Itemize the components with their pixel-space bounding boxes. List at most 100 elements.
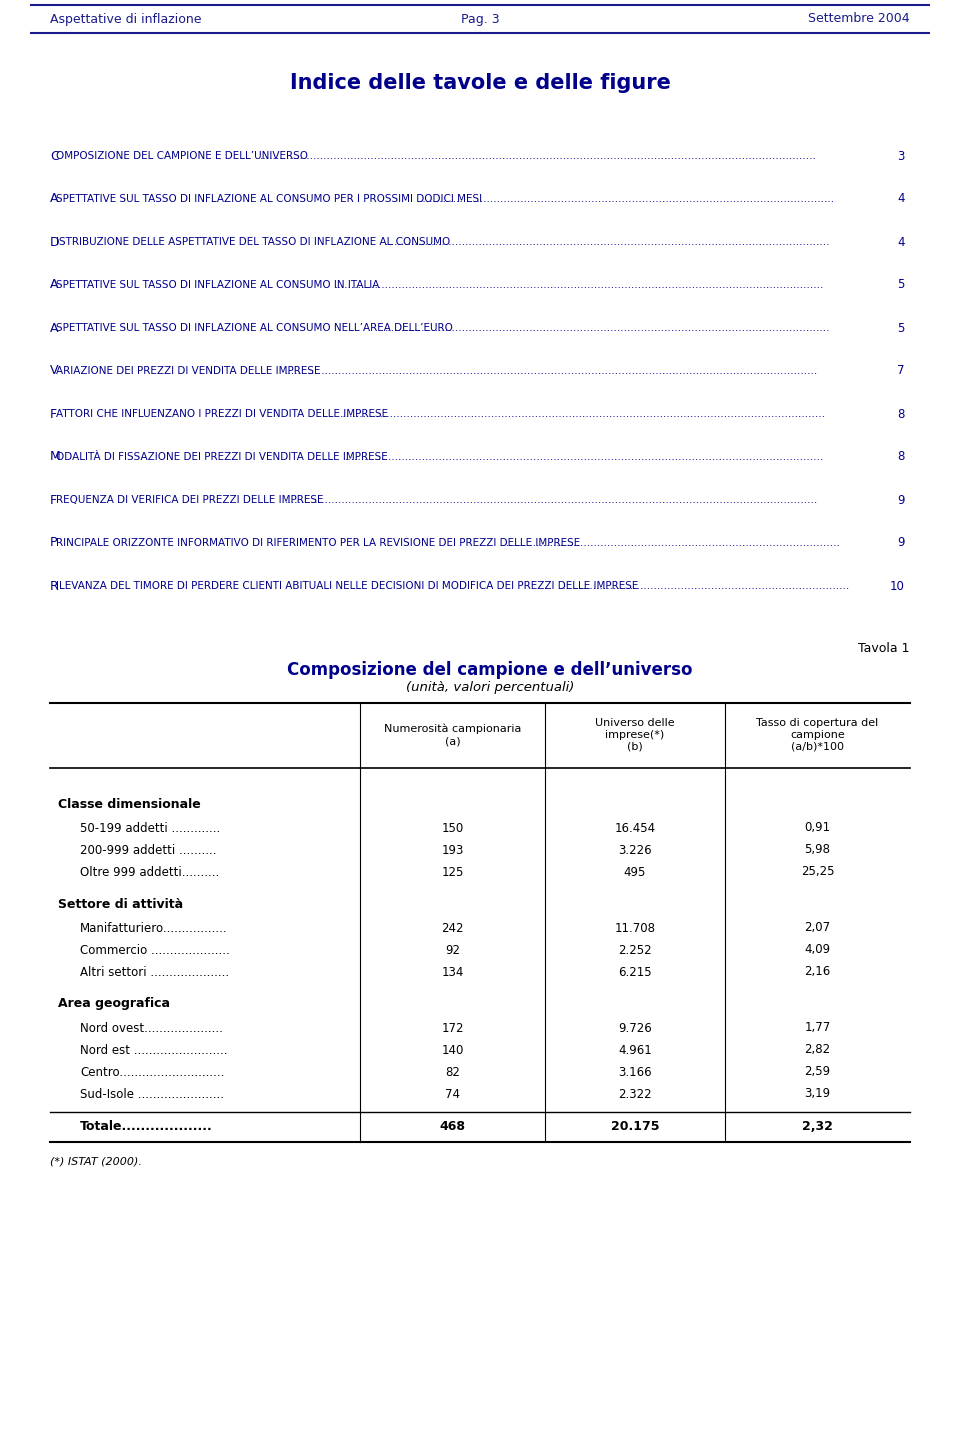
Text: 1,77: 1,77	[804, 1021, 830, 1034]
Text: 25,25: 25,25	[801, 866, 834, 879]
Text: Nord ovest.....................: Nord ovest.....................	[80, 1021, 223, 1034]
Text: 468: 468	[440, 1120, 466, 1133]
Text: 242: 242	[442, 922, 464, 935]
Text: Universo delle
imprese(*)
(b): Universo delle imprese(*) (b)	[595, 718, 675, 751]
Text: 4,09: 4,09	[804, 943, 830, 956]
Text: 2,16: 2,16	[804, 965, 830, 978]
Text: A: A	[50, 279, 59, 292]
Text: 10: 10	[890, 580, 905, 593]
Text: 125: 125	[442, 866, 464, 879]
Text: ARIAZIONE DEI PREZZI DI VENDITA DELLE IMPRESE: ARIAZIONE DEI PREZZI DI VENDITA DELLE IM…	[57, 366, 321, 376]
Text: Altri settori .....................: Altri settori .....................	[80, 965, 229, 978]
Text: 16.454: 16.454	[614, 821, 656, 834]
Text: Sud-Isole .......................: Sud-Isole .......................	[80, 1087, 224, 1100]
Text: 8: 8	[898, 451, 905, 464]
Text: F: F	[50, 494, 58, 507]
Text: 193: 193	[442, 843, 464, 856]
Text: Settore di attività: Settore di attività	[58, 898, 183, 910]
Text: 9: 9	[898, 537, 905, 550]
Text: 2.252: 2.252	[618, 943, 652, 956]
Text: ................................................................................: ........................................…	[334, 280, 824, 290]
Text: 9.726: 9.726	[618, 1021, 652, 1034]
Text: Settembre 2004: Settembre 2004	[808, 13, 910, 26]
Text: 0,91: 0,91	[804, 821, 830, 834]
Text: ILEVANZA DEL TIMORE DI PERDERE CLIENTI ABITUALI NELLE DECISIONI DI MODIFICA DEI : ILEVANZA DEL TIMORE DI PERDERE CLIENTI A…	[57, 582, 638, 592]
Text: 3.226: 3.226	[618, 843, 652, 856]
Text: 3,19: 3,19	[804, 1087, 830, 1100]
Text: Aspettative di inflazione: Aspettative di inflazione	[50, 13, 202, 26]
Text: ................................................................................: ........................................…	[259, 151, 816, 161]
Text: C: C	[50, 149, 59, 162]
Text: Manifatturiero.................: Manifatturiero.................	[80, 922, 228, 935]
Text: Classe dimensionale: Classe dimensionale	[58, 797, 201, 810]
Text: REQUENZA DI VERIFICA DEI PREZZI DELLE IMPRESE: REQUENZA DI VERIFICA DEI PREZZI DELLE IM…	[57, 495, 324, 505]
Text: SPETTATIVE SUL TASSO DI INFLAZIONE AL CONSUMO PER I PROSSIMI DODICI MESI: SPETTATIVE SUL TASSO DI INFLAZIONE AL CO…	[57, 194, 483, 204]
Text: 2.322: 2.322	[618, 1087, 652, 1100]
Text: 2,32: 2,32	[802, 1120, 833, 1133]
Text: ................................................................................: ........................................…	[420, 194, 834, 204]
Text: ................................................................................: ........................................…	[385, 323, 830, 333]
Text: 150: 150	[442, 821, 464, 834]
Text: Totale...................: Totale...................	[80, 1120, 213, 1133]
Text: 134: 134	[442, 965, 464, 978]
Text: Pag. 3: Pag. 3	[461, 13, 499, 26]
Text: 8: 8	[898, 408, 905, 421]
Text: Area geografica: Area geografica	[58, 998, 170, 1011]
Text: ................................................................................: ........................................…	[340, 409, 826, 419]
Text: 5: 5	[898, 279, 905, 292]
Text: 74: 74	[445, 1087, 460, 1100]
Text: 2,59: 2,59	[804, 1066, 830, 1078]
Text: 6.215: 6.215	[618, 965, 652, 978]
Text: ATTORI CHE INFLUENZANO I PREZZI DI VENDITA DELLE IMPRESE: ATTORI CHE INFLUENZANO I PREZZI DI VENDI…	[57, 409, 389, 419]
Text: 4: 4	[898, 236, 905, 248]
Text: A: A	[50, 192, 59, 205]
Text: M: M	[50, 451, 60, 464]
Text: SPETTATIVE SUL TASSO DI INFLAZIONE AL CONSUMO NELL’AREA DELL’EURO: SPETTATIVE SUL TASSO DI INFLAZIONE AL CO…	[57, 323, 453, 333]
Text: Tasso di copertura del
campione
(a/b)*100: Tasso di copertura del campione (a/b)*10…	[756, 718, 878, 751]
Text: Centro............................: Centro............................	[80, 1066, 225, 1078]
Text: Numerosità campionaria
(a): Numerosità campionaria (a)	[384, 724, 521, 747]
Text: 20.175: 20.175	[611, 1120, 660, 1133]
Text: V: V	[50, 365, 59, 378]
Text: 200-999 addetti ..........: 200-999 addetti ..........	[80, 843, 217, 856]
Text: P: P	[50, 537, 58, 550]
Text: ................................................................................: ........................................…	[284, 366, 818, 376]
Text: ................................................................................: ........................................…	[499, 538, 840, 549]
Text: ................................................................................: ........................................…	[284, 495, 818, 505]
Text: 82: 82	[445, 1066, 460, 1078]
Text: ................................................................................: ........................................…	[345, 452, 824, 462]
Text: 92: 92	[445, 943, 460, 956]
Text: 50-199 addetti .............: 50-199 addetti .............	[80, 821, 220, 834]
Text: 2,07: 2,07	[804, 922, 830, 935]
Text: 3: 3	[898, 149, 905, 162]
Text: 9: 9	[898, 494, 905, 507]
Text: 140: 140	[442, 1044, 464, 1057]
Text: R: R	[50, 580, 59, 593]
Text: (unità, valori percentuali): (unità, valori percentuali)	[406, 682, 574, 695]
Text: Composizione del campione e dell’universo: Composizione del campione e dell’univers…	[287, 661, 693, 679]
Text: ................................................................................: ........................................…	[560, 582, 850, 592]
Text: 172: 172	[442, 1021, 464, 1034]
Text: Indice delle tavole e delle figure: Indice delle tavole e delle figure	[290, 73, 670, 93]
Text: 495: 495	[624, 866, 646, 879]
Text: ODALITÀ DI FISSAZIONE DEI PREZZI DI VENDITA DELLE IMPRESE: ODALITÀ DI FISSAZIONE DEI PREZZI DI VEND…	[57, 452, 388, 462]
Text: 2,82: 2,82	[804, 1044, 830, 1057]
Text: 11.708: 11.708	[614, 922, 656, 935]
Text: ISTRIBUZIONE DELLE ASPETTATIVE DEL TASSO DI INFLAZIONE AL CONSUMO: ISTRIBUZIONE DELLE ASPETTATIVE DEL TASSO…	[57, 237, 451, 247]
Text: 5,98: 5,98	[804, 843, 830, 856]
Text: Tavola 1: Tavola 1	[858, 642, 910, 655]
Text: ................................................................................: ........................................…	[385, 237, 830, 247]
Text: 4.961: 4.961	[618, 1044, 652, 1057]
Text: RINCIPALE ORIZZONTE INFORMATIVO DI RIFERIMENTO PER LA REVISIONE DEI PREZZI DELLE: RINCIPALE ORIZZONTE INFORMATIVO DI RIFER…	[57, 538, 581, 549]
Text: Oltre 999 addetti..........: Oltre 999 addetti..........	[80, 866, 219, 879]
Text: A: A	[50, 322, 59, 335]
Text: SPETTATIVE SUL TASSO DI INFLAZIONE AL CONSUMO IN ITALIA: SPETTATIVE SUL TASSO DI INFLAZIONE AL CO…	[57, 280, 380, 290]
Text: Nord est .........................: Nord est .........................	[80, 1044, 228, 1057]
Text: 7: 7	[898, 365, 905, 378]
Text: 3.166: 3.166	[618, 1066, 652, 1078]
Text: Commercio .....................: Commercio .....................	[80, 943, 229, 956]
Text: OMPOSIZIONE DEL CAMPIONE E DELL’UNIVERSO: OMPOSIZIONE DEL CAMPIONE E DELL’UNIVERSO	[57, 151, 308, 161]
Text: 5: 5	[898, 322, 905, 335]
Text: 4: 4	[898, 192, 905, 205]
Text: F: F	[50, 408, 58, 421]
